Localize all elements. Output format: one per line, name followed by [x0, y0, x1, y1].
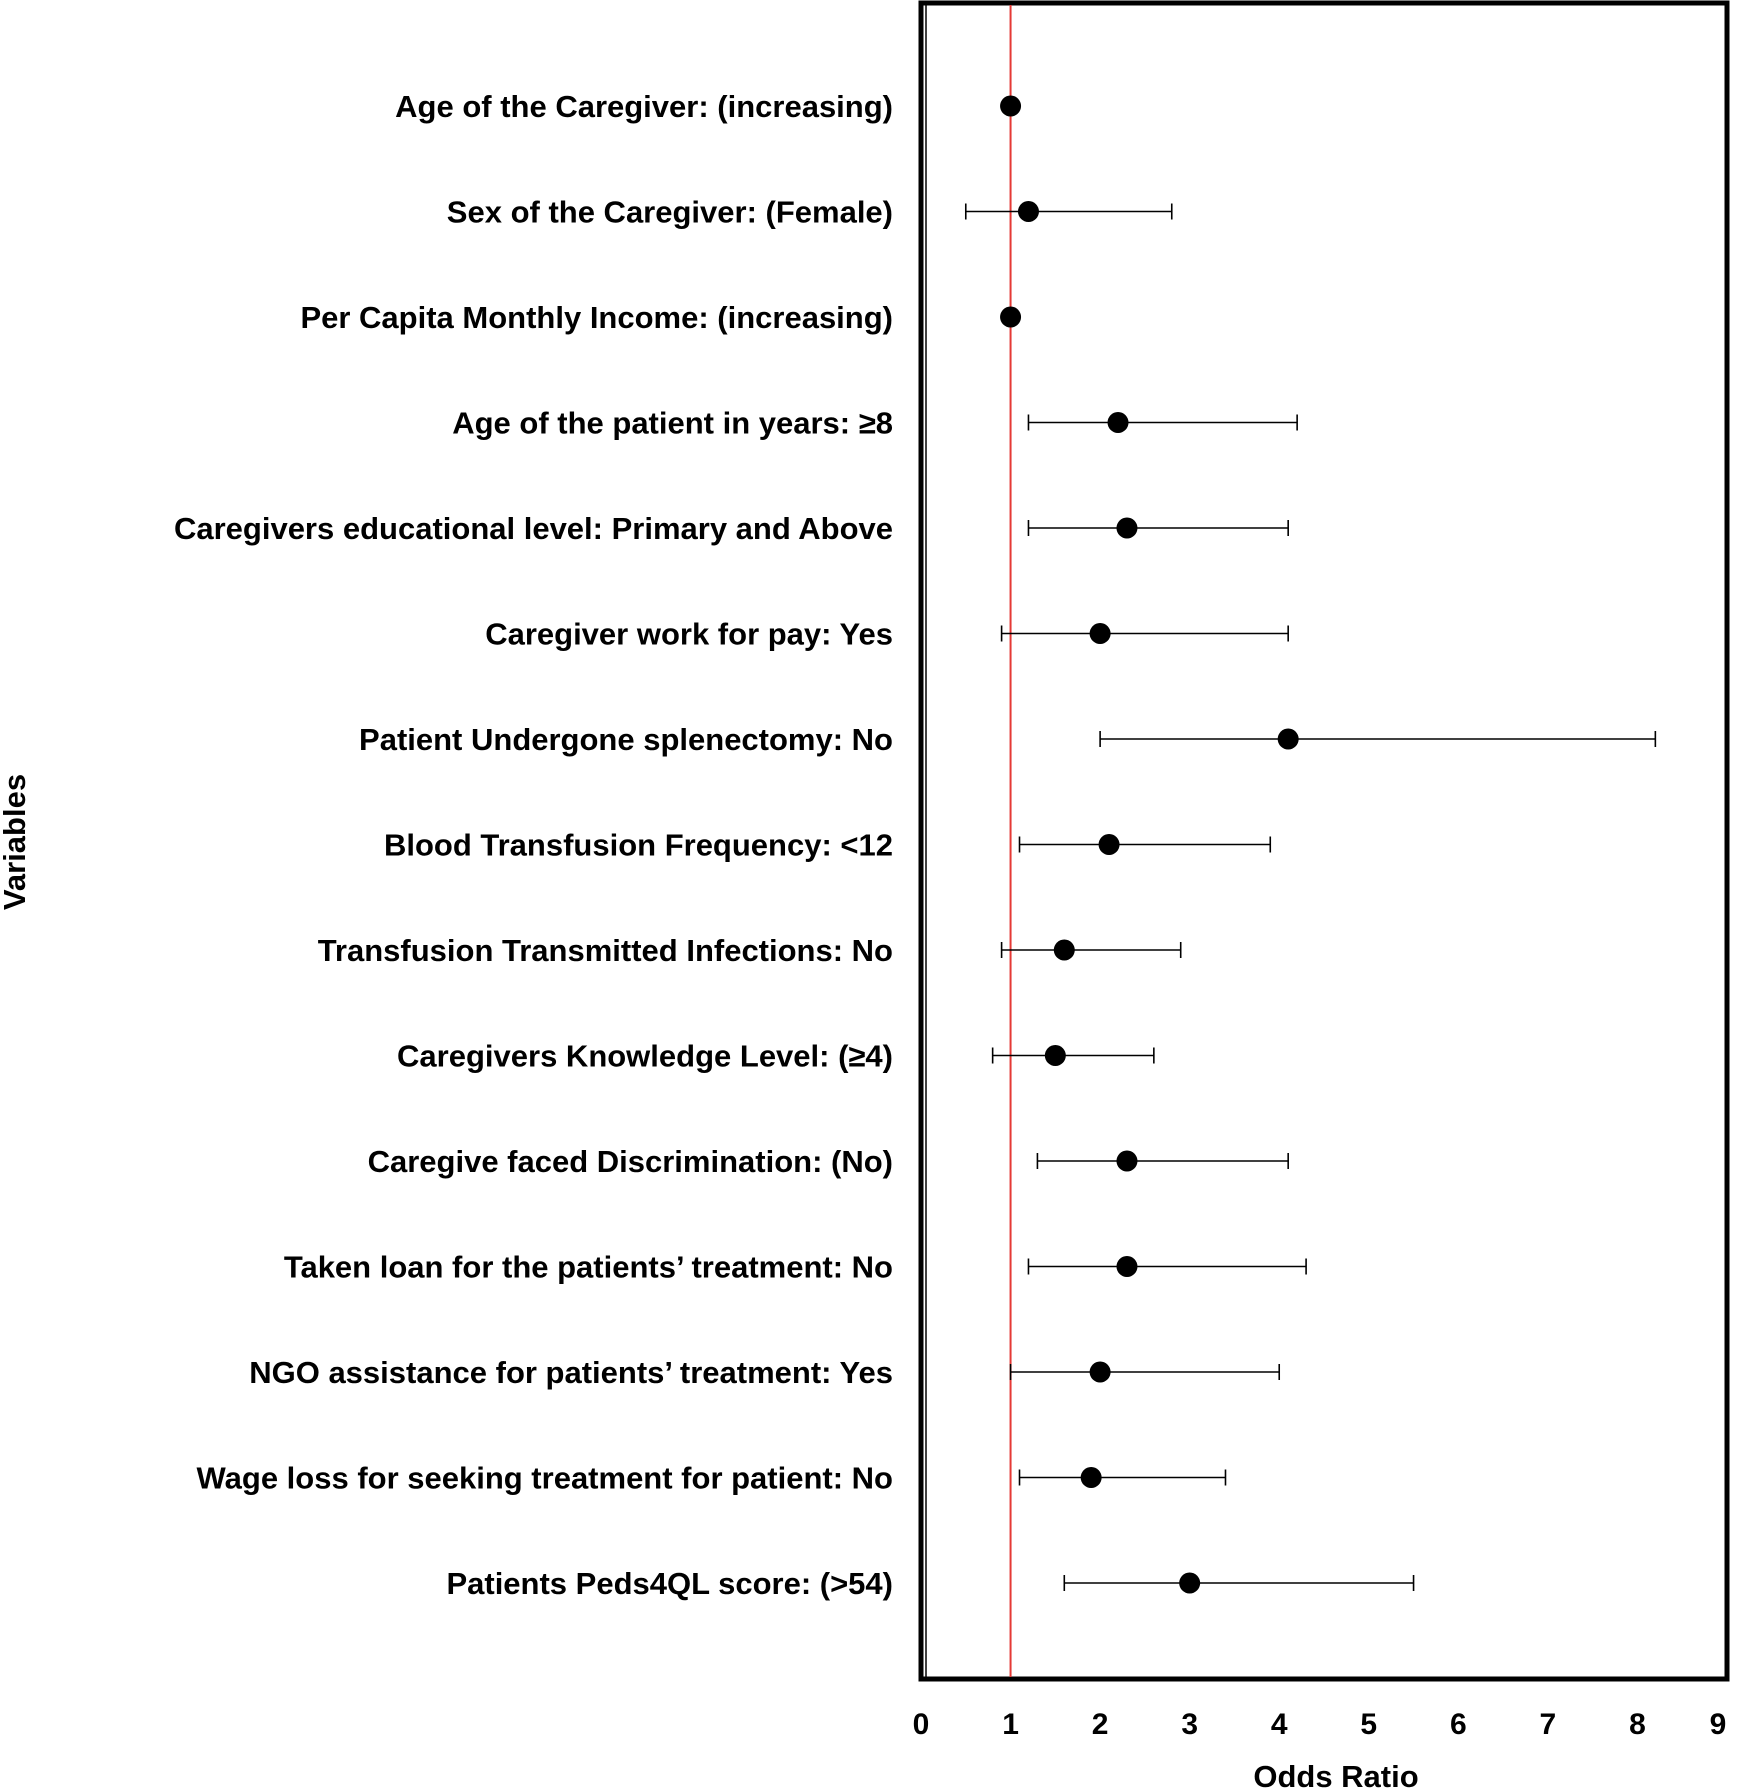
forest-row: Age of the patient in years: ≥8: [452, 406, 1298, 441]
row-label: Patient Undergone splenectomy: No: [359, 722, 893, 757]
row-label: Caregivers educational level: Primary an…: [174, 511, 893, 546]
x-tick-label: 1: [1002, 1708, 1019, 1741]
odds-ratio-point: [1017, 201, 1039, 222]
forest-row: Taken loan for the patients’ treatment: …: [284, 1250, 1307, 1285]
x-tick-label: 5: [1360, 1708, 1377, 1741]
forest-row: Caregive faced Discrimination: (No): [368, 1144, 1289, 1179]
forest-row: Caregivers educational level: Primary an…: [174, 511, 1289, 546]
row-label: Wage loss for seeking treatment for pati…: [197, 1461, 893, 1496]
forest-row: Patient Undergone splenectomy: No: [359, 722, 1657, 757]
forest-row: Wage loss for seeking treatment for pati…: [197, 1461, 1227, 1496]
odds-ratio-point: [1098, 834, 1120, 855]
row-label: Patients Peds4QL score: (>54): [446, 1566, 893, 1601]
x-tick-label: 7: [1540, 1708, 1557, 1741]
forest-row: Caregiver work for pay: Yes: [485, 617, 1289, 652]
odds-ratio-point: [1089, 623, 1111, 644]
odds-ratio-point: [1107, 412, 1129, 433]
forest-row: Age of the Caregiver: (increasing): [395, 89, 1022, 124]
row-label: Transfusion Transmitted Infections: No: [318, 933, 893, 968]
row-label: Per Capita Monthly Income: (increasing): [300, 300, 893, 335]
forest-row: Caregivers Knowledge Level: (≥4): [397, 1039, 1155, 1074]
forest-row: Patients Peds4QL score: (>54): [446, 1566, 1415, 1601]
odds-ratio-point: [1277, 728, 1299, 750]
forest-row: Transfusion Transmitted Infections: No: [318, 933, 1182, 968]
forest-row: Per Capita Monthly Income: (increasing): [300, 300, 1022, 335]
odds-ratio-point: [1044, 1045, 1066, 1066]
x-tick-label: 8: [1629, 1708, 1646, 1741]
odds-ratio-point: [1179, 1572, 1201, 1594]
odds-ratio-point: [1116, 1150, 1138, 1172]
odds-ratio-point: [1080, 1467, 1102, 1488]
forest-rows: Age of the Caregiver: (increasing) Sex of…: [174, 89, 1657, 1601]
row-label: Age of the patient in years: ≥8: [452, 406, 893, 441]
y-axis-title: Variables: [0, 774, 32, 910]
row-label: Blood Transfusion Frequency: <12: [384, 828, 893, 863]
row-label: Caregive faced Discrimination: (No): [368, 1144, 893, 1179]
x-tick-label: 4: [1271, 1708, 1288, 1741]
x-axis-title: Odds Ratio: [1253, 1759, 1418, 1792]
x-axis-ticks: 0 1 2 3 4 5 6 7 8 9: [913, 1708, 1727, 1741]
forest-row: Sex of the Caregiver: (Female): [447, 195, 1173, 230]
x-tick-label: 3: [1181, 1708, 1198, 1741]
odds-ratio-point: [1116, 1256, 1138, 1277]
odds-ratio-point: [1000, 306, 1022, 328]
row-label: Caregiver work for pay: Yes: [485, 617, 893, 652]
row-label: Age of the Caregiver: (increasing): [395, 89, 893, 124]
row-label: Sex of the Caregiver: (Female): [447, 195, 893, 230]
odds-ratio-point: [1053, 939, 1075, 961]
plot-frame: [918, 0, 1730, 1682]
row-label: Caregivers Knowledge Level: (≥4): [397, 1039, 893, 1074]
row-label: Taken loan for the patients’ treatment: …: [284, 1250, 893, 1285]
odds-ratio-point: [1116, 517, 1138, 539]
x-tick-label: 6: [1450, 1708, 1467, 1741]
forest-row: Blood Transfusion Frequency: <12: [384, 828, 1272, 863]
x-tick-label: 9: [1710, 1708, 1727, 1741]
forest-row: NGO assistance for patients’ treatment: …: [249, 1355, 1281, 1390]
odds-ratio-point: [1000, 95, 1022, 117]
x-tick-label: 2: [1092, 1708, 1109, 1741]
odds-ratio-point: [1089, 1361, 1111, 1383]
x-tick-label: 0: [913, 1708, 930, 1741]
row-label: NGO assistance for patients’ treatment: …: [249, 1355, 893, 1390]
